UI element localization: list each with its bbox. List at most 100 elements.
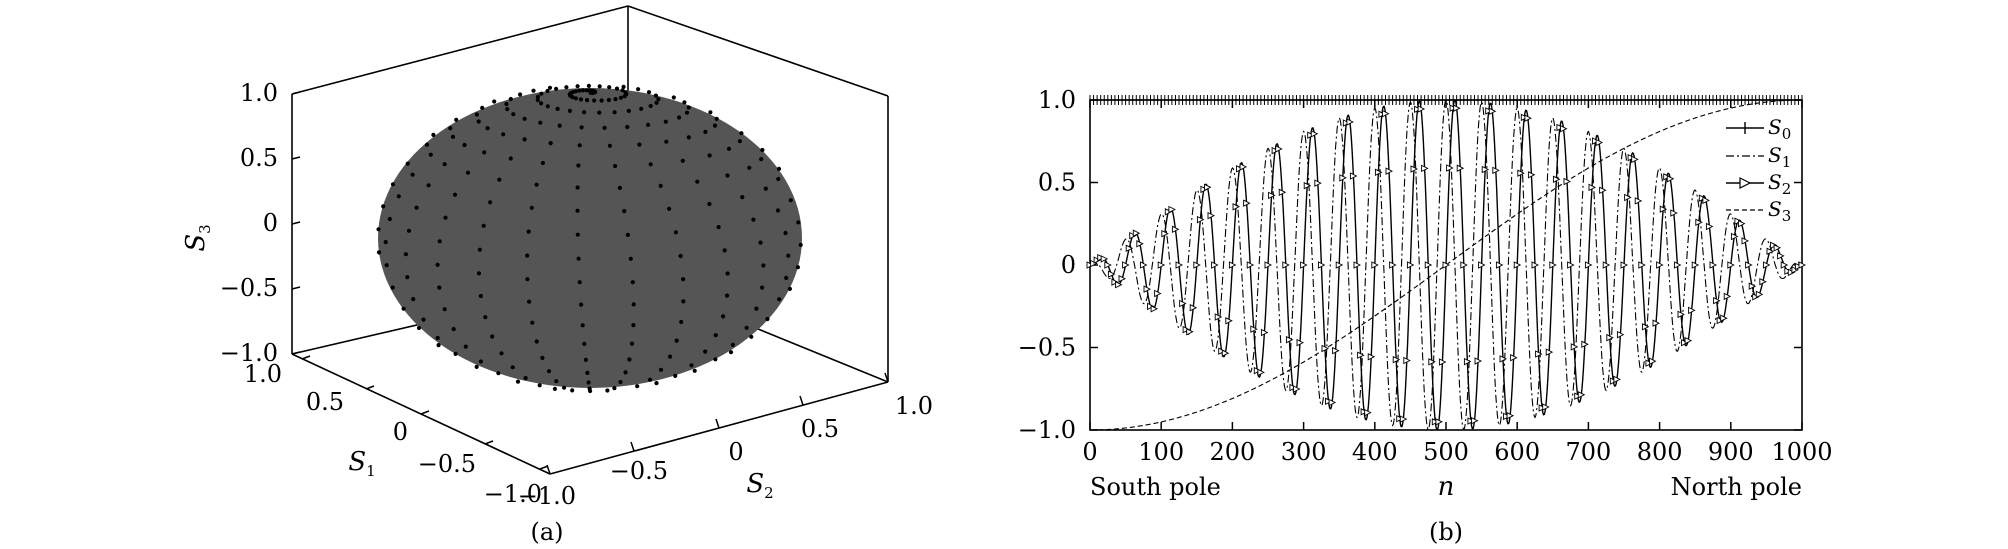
series-s2-marker <box>1150 305 1159 313</box>
series-s2-marker <box>1659 205 1668 213</box>
series-s2-marker <box>1218 347 1226 355</box>
series-s2-marker <box>1503 412 1511 421</box>
sphere-point <box>684 110 690 115</box>
series-s2-marker <box>1492 166 1500 175</box>
x-tick-label: 200 <box>1209 438 1255 466</box>
series-s2-marker <box>1631 155 1639 164</box>
sphere-point <box>465 170 471 175</box>
sphere-point <box>405 275 410 280</box>
sphere-point <box>716 225 721 230</box>
s3-axis-ticks: 1.0 0.5 0 −0.5 −1.0 <box>220 79 301 367</box>
sphere-point <box>582 341 587 346</box>
panel-b-caption: (b) <box>1429 518 1463 546</box>
series-s2-marker <box>1321 344 1330 353</box>
sphere-point <box>454 117 459 122</box>
series-s2-marker <box>1727 261 1735 269</box>
sphere-point <box>725 173 730 178</box>
sphere-point <box>639 106 644 111</box>
series-s2-marker <box>1666 175 1675 183</box>
series-s2-marker <box>1111 278 1119 286</box>
series-s2-marker <box>1627 153 1636 162</box>
sphere-point <box>525 253 530 258</box>
sphere-point <box>761 263 766 268</box>
sphere-point <box>721 314 726 319</box>
s3-tick-label: −0.5 <box>220 274 278 302</box>
sphere-point <box>577 143 582 148</box>
x-tick-label: 300 <box>1281 438 1327 466</box>
series-s2-marker <box>1371 261 1379 269</box>
series-s2-marker <box>1147 302 1155 311</box>
sphere-point <box>637 142 642 147</box>
sphere-point <box>573 96 579 101</box>
north-pole-label: North pole <box>1671 473 1802 501</box>
sphere-point <box>686 135 691 140</box>
sphere-point <box>728 350 734 355</box>
sphere-point <box>505 107 510 112</box>
s1-tick-label: 1.0 <box>244 360 282 388</box>
sphere-point <box>585 98 590 103</box>
series-s2-marker <box>1748 282 1757 290</box>
sphere-point <box>577 88 582 93</box>
s2-tick-label: 0.5 <box>801 415 839 443</box>
sphere-point <box>540 355 545 360</box>
sphere-point <box>383 240 388 245</box>
sphere-point <box>452 192 458 197</box>
sphere-point <box>585 370 590 375</box>
series-s2-marker <box>1527 171 1536 179</box>
series-s2-marker <box>1677 310 1686 319</box>
sphere-point <box>405 161 410 166</box>
sphere-point <box>537 383 542 388</box>
series-s2-marker <box>1446 164 1454 172</box>
series-s2-marker <box>1752 293 1760 301</box>
sphere-point <box>476 271 482 276</box>
series-s2-marker <box>1460 261 1468 269</box>
series-s2-marker <box>1485 107 1493 115</box>
x-axis-label: n <box>1438 472 1455 502</box>
sphere-point <box>763 186 768 191</box>
s2-axis-label: S2 <box>746 469 773 502</box>
series-s2-marker <box>1538 404 1547 412</box>
sphere-point <box>725 271 730 276</box>
sphere-point <box>490 334 495 339</box>
sphere-point <box>653 93 659 98</box>
series-s2-marker <box>1481 165 1490 174</box>
legend-label-s3: S3 <box>1768 197 1791 225</box>
series-s2-marker <box>1577 391 1586 399</box>
sphere-point <box>390 182 396 187</box>
sphere-point <box>529 205 534 210</box>
series-s2-marker <box>1723 292 1732 301</box>
sphere-point <box>673 373 678 378</box>
x-tick-label: 600 <box>1494 438 1540 466</box>
sphere-point <box>614 86 620 91</box>
sphere-point <box>478 293 483 299</box>
series-s2-marker <box>1204 183 1212 192</box>
sphere-point <box>628 256 633 261</box>
sphere-sample-points <box>376 83 803 394</box>
series-s2-marker <box>1599 186 1607 195</box>
sphere-point <box>583 357 589 362</box>
sphere-point <box>607 85 612 90</box>
sphere-point <box>592 98 597 103</box>
series-s2-marker <box>1236 165 1244 173</box>
sphere-point <box>625 232 631 237</box>
sphere-point <box>786 253 791 258</box>
series-s2-marker <box>1556 123 1564 132</box>
sphere-point <box>557 123 562 128</box>
series-s2-marker <box>1250 325 1258 333</box>
sphere-point <box>776 176 781 182</box>
sphere-point <box>546 369 552 374</box>
series-s2-marker <box>1428 358 1436 366</box>
series-s2-marker <box>1239 163 1248 171</box>
sphere-point <box>381 204 386 209</box>
series-s2-marker <box>1325 397 1333 406</box>
sphere-point <box>597 110 602 115</box>
series-s2-marker <box>1382 109 1390 118</box>
s1-axis-ticks <box>301 355 549 470</box>
series-s2-marker <box>1773 244 1782 252</box>
sphere-point <box>462 142 467 148</box>
sphere-point <box>488 200 493 205</box>
series-s2-marker <box>1189 303 1198 312</box>
series-s2-marker <box>1421 164 1429 173</box>
legend-entry-s0: S0 <box>1726 115 1791 143</box>
sphere-point <box>421 317 426 322</box>
